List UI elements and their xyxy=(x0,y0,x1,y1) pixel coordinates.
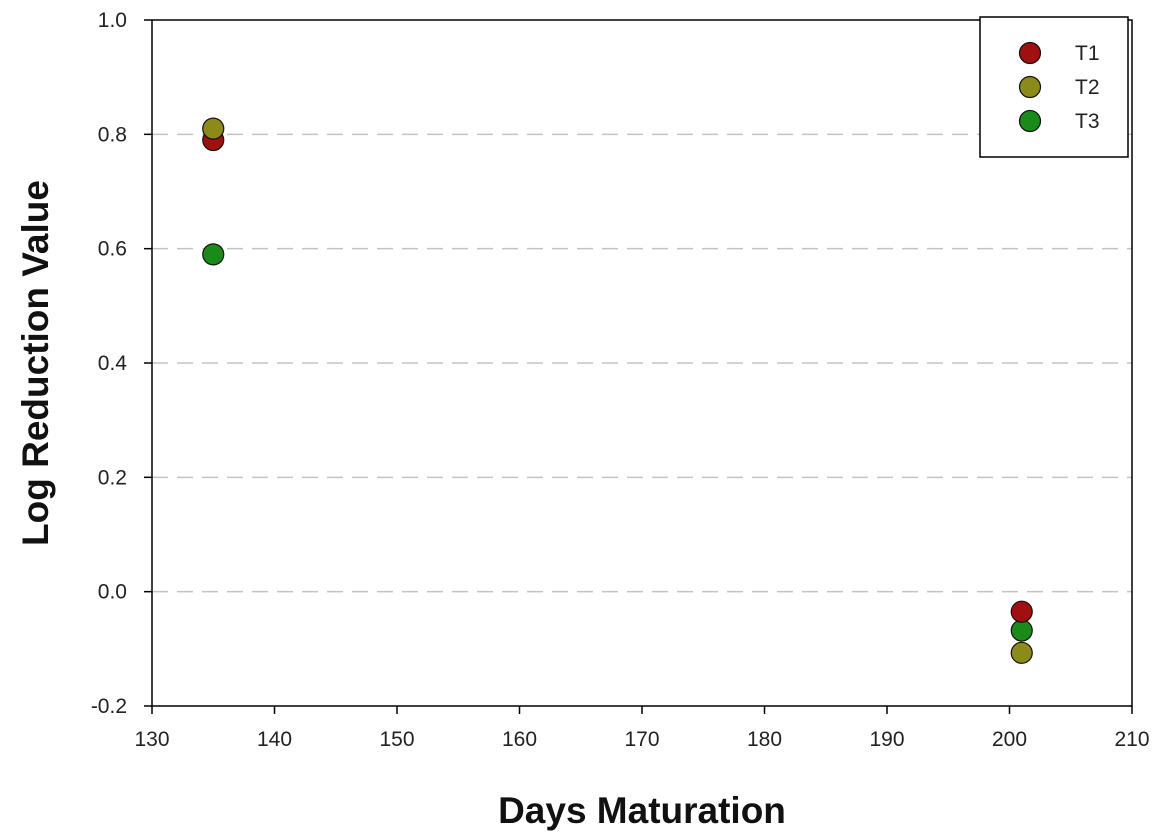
axis-ticks: 130 140 150 160 170 180 190 200 210 -0.2 0.0 0.2 0.4… xyxy=(91,9,1150,751)
legend: T1 T2 T3 xyxy=(979,16,1129,158)
x-tick-label: 160 xyxy=(502,728,537,751)
x-tick-label: 140 xyxy=(257,728,292,751)
legend-label-t3: T3 xyxy=(1075,110,1100,133)
legend-box xyxy=(979,16,1129,158)
x-axis-title: Days Maturation xyxy=(498,790,786,831)
gridlines xyxy=(152,133,1132,593)
y-tick-label: 0.8 xyxy=(98,123,127,146)
x-tick-label: 130 xyxy=(134,728,169,751)
legend-marker-t1 xyxy=(1018,41,1042,65)
data-points xyxy=(202,117,1033,664)
y-tick-label: 0.4 xyxy=(98,352,128,375)
x-tick-label: 170 xyxy=(624,728,659,751)
y-tick-label: 1.0 xyxy=(98,9,127,32)
y-tick-label: 0.0 xyxy=(98,581,127,604)
data-point-t2 xyxy=(1010,641,1033,664)
x-tick-label: 210 xyxy=(1114,728,1149,751)
x-tick-label: 180 xyxy=(747,728,782,751)
legend-label-t1: T1 xyxy=(1075,42,1100,65)
x-tick-label: 150 xyxy=(379,728,414,751)
data-point-t3 xyxy=(1010,619,1033,642)
x-tick-label: 200 xyxy=(992,728,1027,751)
data-point-t1 xyxy=(1010,600,1033,623)
y-tick-label: -0.2 xyxy=(91,695,127,718)
legend-marker-t3 xyxy=(1018,109,1042,133)
data-point-t3 xyxy=(202,243,225,266)
y-axis-title: Log Reduction Value xyxy=(15,180,56,546)
x-tick-label: 190 xyxy=(869,728,904,751)
legend-label-t2: T2 xyxy=(1075,76,1100,99)
y-tick-label: 0.6 xyxy=(98,238,127,261)
data-point-t2 xyxy=(202,117,225,140)
y-tick-label: 0.2 xyxy=(98,466,127,489)
legend-marker-t2 xyxy=(1018,75,1042,99)
